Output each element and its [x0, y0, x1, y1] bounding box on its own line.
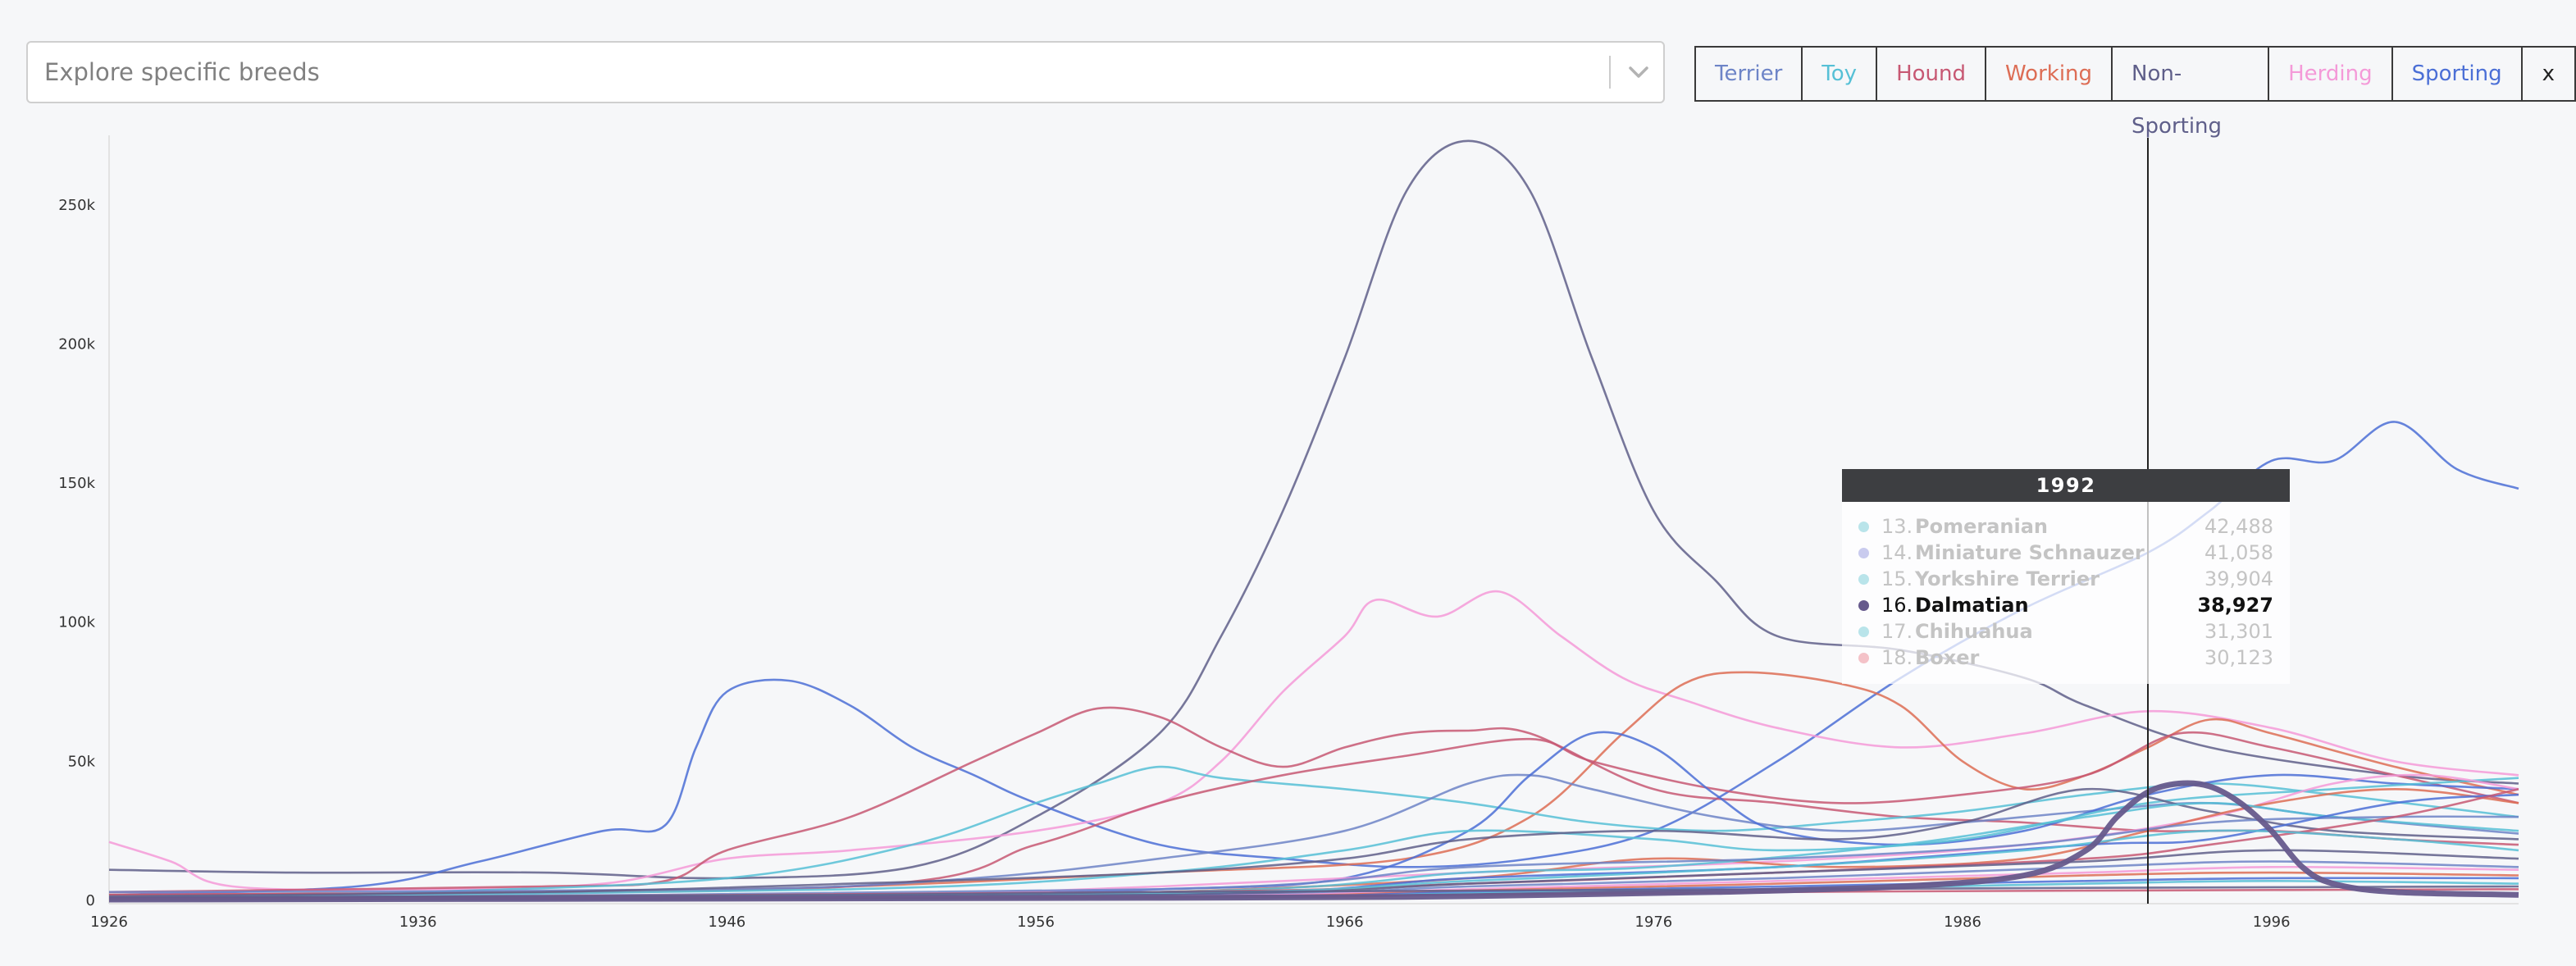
series-line[interactable] — [108, 706, 2519, 894]
chart-series — [108, 139, 2519, 903]
chart-axes: 0 50k 100k 150k 200k 250k 1926 1936 1946 1956 1966… — [58, 135, 2519, 931]
tooltip-breed-name: Pomeranian — [1915, 515, 2048, 538]
breed-search[interactable] — [26, 41, 1665, 103]
tooltip-row: 14. Miniature Schnauzer 41,058 — [1842, 540, 2290, 566]
group-filter-sporting[interactable]: Sporting — [2393, 48, 2523, 100]
tooltip-breed-name: Yorkshire Terrier — [1915, 567, 2100, 590]
group-filter-working[interactable]: Working — [1986, 48, 2113, 100]
tooltip-breed-name: Dalmatian — [1915, 594, 2029, 617]
tooltip-row: 17. Chihuahua 31,301 — [1842, 618, 2290, 645]
tooltip-rank: 16. — [1881, 594, 1913, 617]
tooltip-count: 30,123 — [2204, 646, 2273, 669]
search-separator — [1609, 56, 1611, 89]
breed-search-input[interactable] — [28, 43, 1603, 102]
tooltip-count: 39,904 — [2204, 567, 2273, 590]
series-line[interactable] — [108, 731, 2519, 896]
series-dot — [1858, 600, 1869, 611]
tooltip-breed-name: Boxer — [1915, 646, 1980, 669]
group-filter-non-sporting[interactable]: Non-Sporting — [2113, 48, 2270, 139]
x-tick-label: 1956 — [1017, 914, 1055, 931]
tooltip-row: 13. Pomeranian 42,488 — [1842, 513, 2290, 540]
clear-filter-button[interactable]: x — [2542, 62, 2555, 86]
tooltip-rank: 15. — [1881, 567, 1913, 590]
series-dot — [1858, 627, 1869, 637]
tooltip-row: 15. Yorkshire Terrier 39,904 — [1842, 566, 2290, 592]
chevron-down-icon[interactable] — [1621, 54, 1657, 90]
tooltip-row-highlighted: 16. Dalmatian 38,927 — [1842, 592, 2290, 618]
tooltip-breed-name: Chihuahua — [1915, 620, 2033, 643]
series-dot — [1858, 574, 1869, 585]
x-tick-label: 1976 — [1635, 914, 1672, 931]
x-tick-label: 1996 — [2253, 914, 2291, 931]
tooltip-row: 18. Boxer 30,123 — [1842, 645, 2290, 671]
y-tick-label: 0 — [86, 892, 95, 909]
group-filter-terrier[interactable]: Terrier — [1696, 48, 1803, 100]
tooltip-count: 31,301 — [2204, 620, 2273, 643]
series-dot — [1858, 653, 1869, 663]
tooltip-rank: 18. — [1881, 646, 1913, 669]
y-tick-label: 100k — [58, 614, 95, 631]
y-tick-label: 150k — [58, 475, 95, 492]
tooltip-breed-name: Miniature Schnauzer — [1915, 541, 2145, 564]
year-tooltip: 1992 13. Pomeranian 42,488 14. Miniature… — [1842, 469, 2290, 684]
tooltip-rank: 17. — [1881, 620, 1913, 643]
y-tick-label: 250k — [58, 197, 95, 214]
series-line[interactable] — [108, 885, 2519, 899]
y-tick-label: 200k — [58, 335, 95, 353]
x-tick-label: 1946 — [708, 914, 745, 931]
tooltip-year: 1992 — [1842, 469, 2290, 502]
tooltip-rank: 14. — [1881, 541, 1913, 564]
group-filter-toy[interactable]: Toy — [1803, 48, 1878, 100]
group-filter-hound[interactable]: Hound — [1877, 48, 1986, 100]
tooltip-rank: 13. — [1881, 515, 1913, 538]
x-tick-label: 1926 — [90, 914, 128, 931]
series-line-highlighted[interactable] — [108, 780, 2519, 903]
group-filter-bar: Terrier Toy Hound Working Non-Sporting H… — [1694, 46, 2576, 139]
x-tick-label: 1986 — [1944, 914, 1981, 931]
x-tick-label: 1966 — [1326, 914, 1364, 931]
series-line[interactable] — [108, 787, 2519, 898]
series-line[interactable] — [108, 773, 2519, 894]
series-line[interactable] — [108, 802, 2519, 900]
group-filter-herding[interactable]: Herding — [2269, 48, 2393, 100]
tooltip-count: 38,927 — [2197, 594, 2273, 617]
tooltip-count: 42,488 — [2204, 515, 2273, 538]
tooltip-count: 41,058 — [2204, 541, 2273, 564]
series-dot — [1858, 522, 1869, 532]
y-tick-label: 50k — [68, 753, 96, 770]
x-tick-label: 1936 — [399, 914, 437, 931]
series-dot — [1858, 548, 1869, 558]
breed-popularity-chart[interactable]: 0 50k 100k 150k 200k 250k 1926 1936 1946 1956 1966… — [0, 115, 2576, 951]
